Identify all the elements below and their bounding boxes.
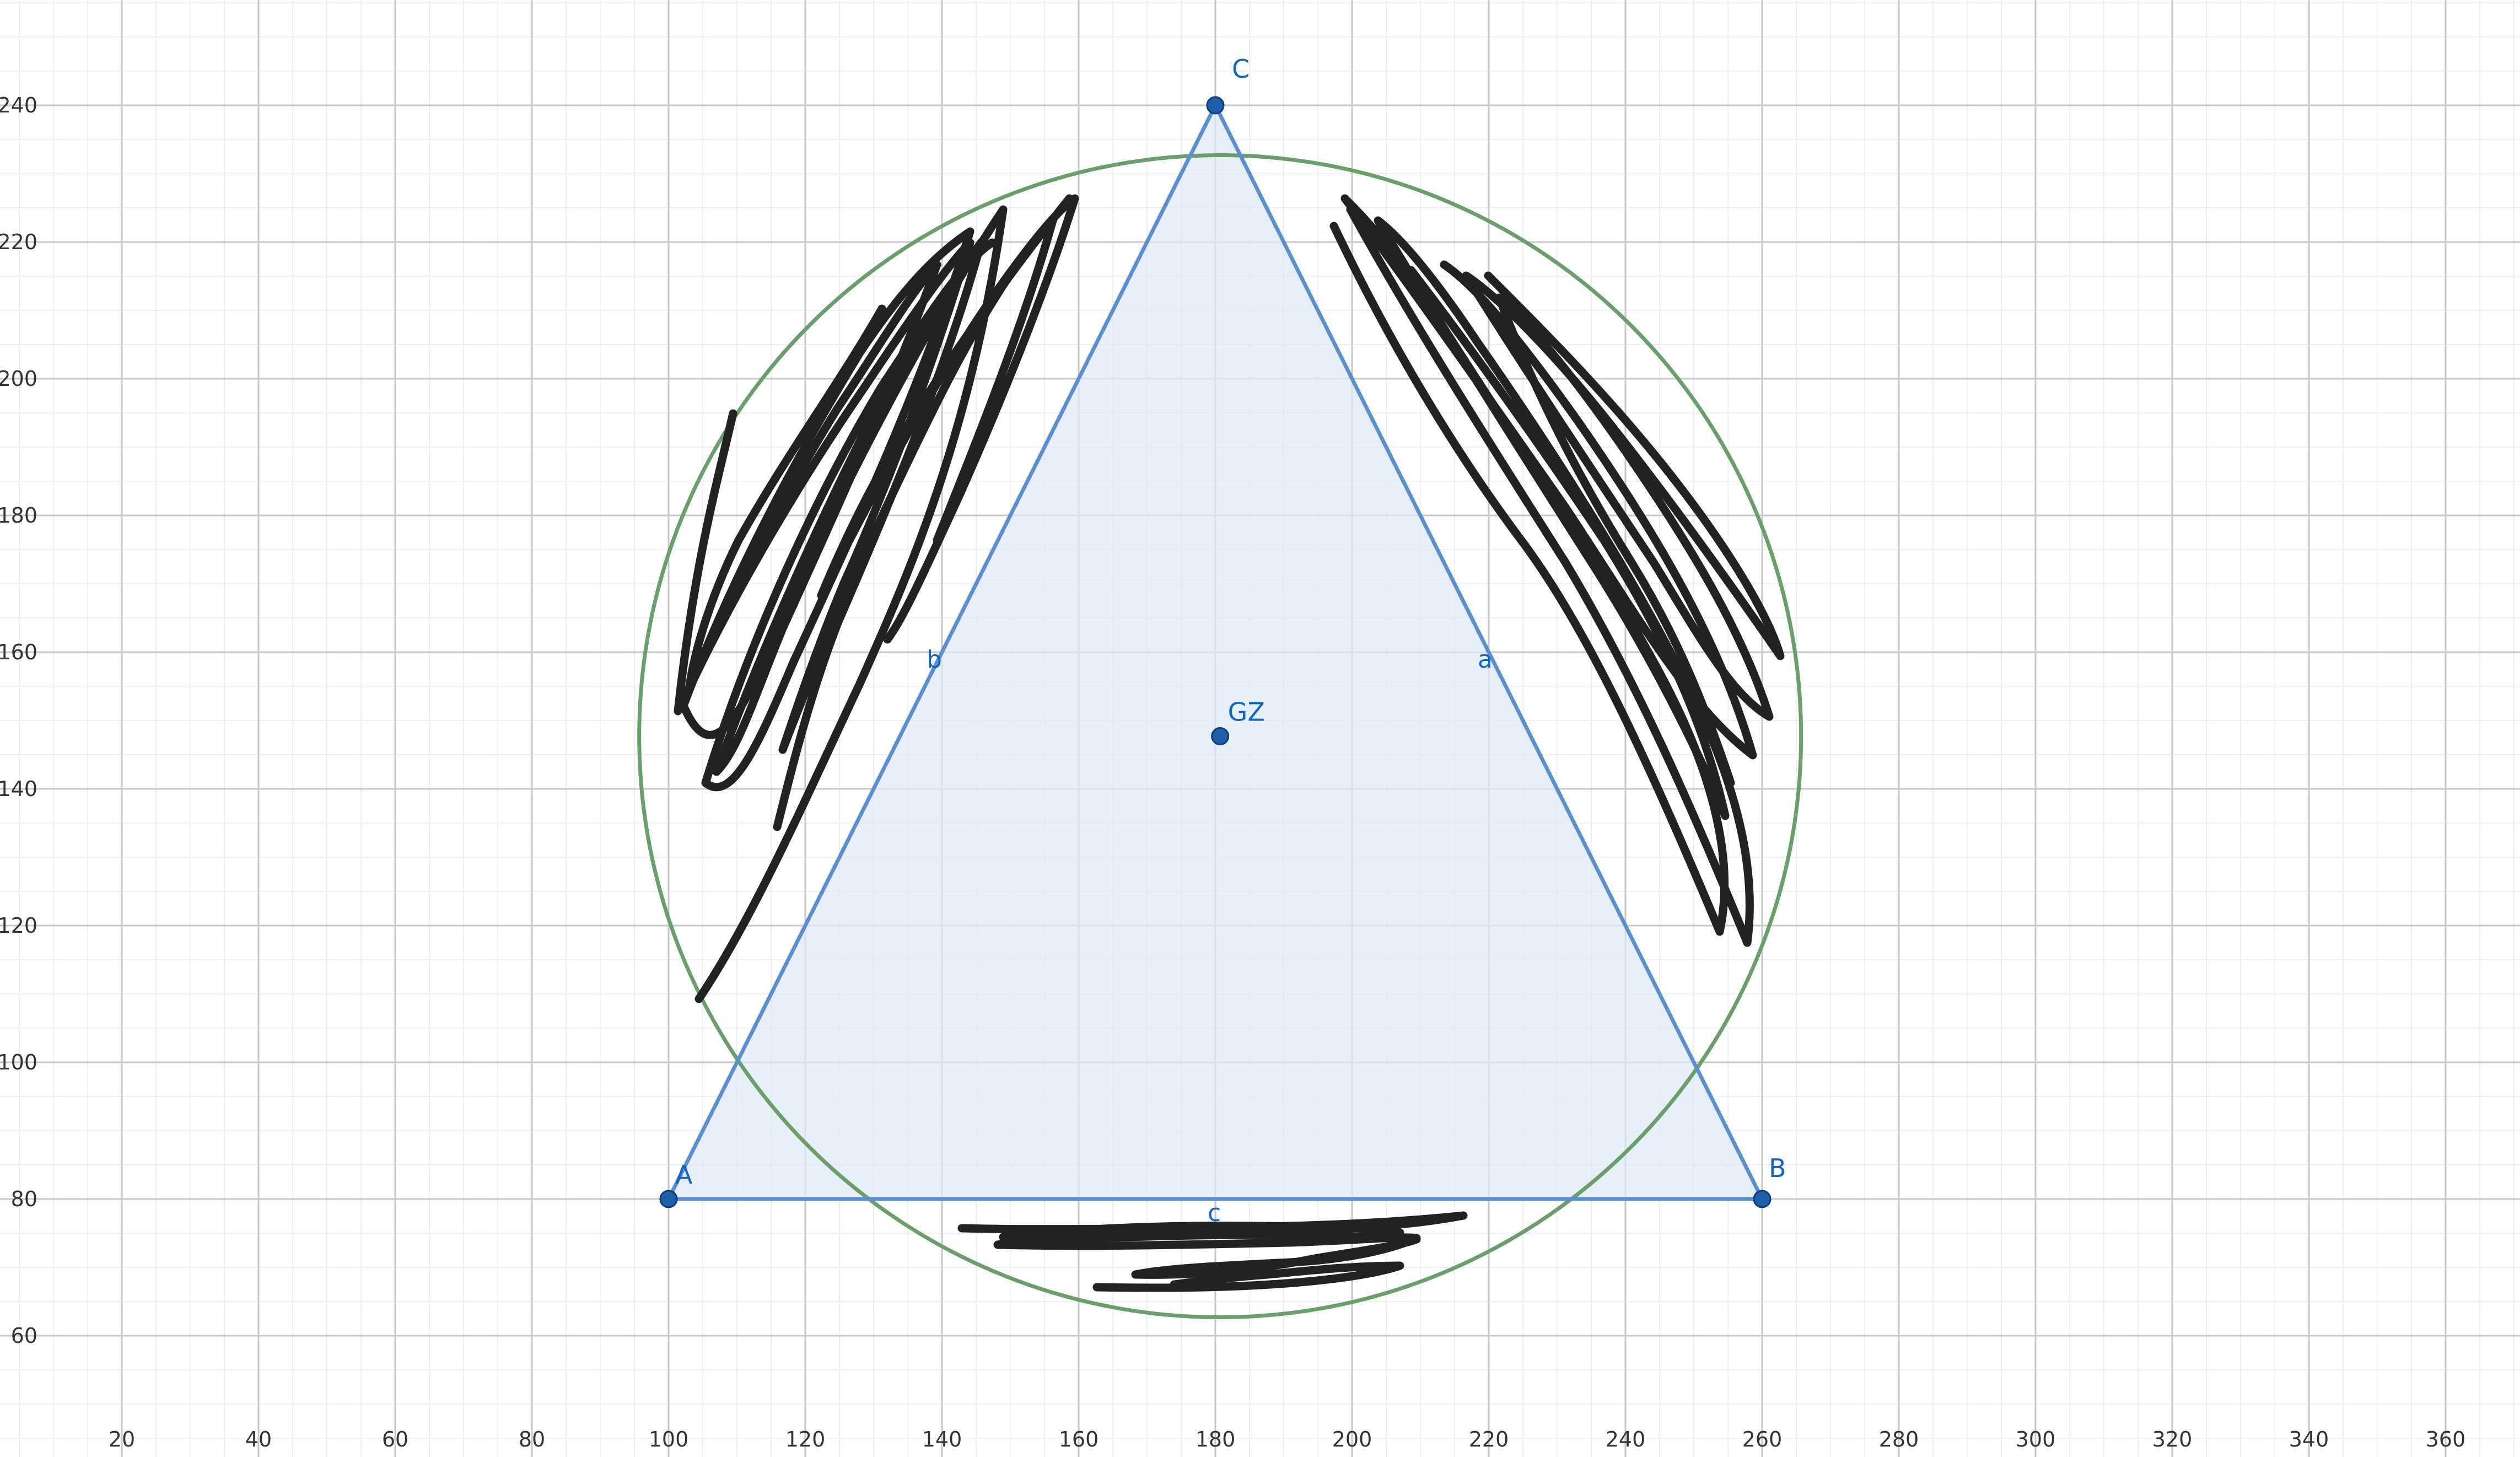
x-tick-label: 100 <box>649 1427 689 1451</box>
scribble-left-4 <box>817 194 1079 644</box>
x-tick-label: 160 <box>1059 1427 1099 1451</box>
x-tick-label: 320 <box>2152 1427 2193 1451</box>
y-tick-label: 240 <box>0 93 37 117</box>
point-gz[interactable] <box>1211 727 1230 746</box>
x-tick-label: 360 <box>2426 1427 2466 1451</box>
point-label-b: B <box>1769 1153 1786 1183</box>
triangle-abc[interactable] <box>669 105 1762 1199</box>
y-tick-label: 60 <box>11 1324 37 1348</box>
x-tick-label: 300 <box>2016 1427 2056 1451</box>
circle[interactable] <box>637 153 1803 1320</box>
x-tick-label: 20 <box>109 1427 135 1451</box>
point-a[interactable] <box>659 1190 678 1208</box>
scribble-bottom <box>957 1211 1468 1279</box>
x-tick-label: 280 <box>1879 1427 1919 1451</box>
scribble-bottom-2 <box>1092 1261 1404 1292</box>
x-tick-label: 120 <box>785 1427 826 1451</box>
pen-scribbles <box>674 194 1785 1292</box>
x-tick-label: 40 <box>245 1427 272 1451</box>
x-tick-label: 340 <box>2289 1427 2329 1451</box>
points-layer <box>659 96 1771 1208</box>
segment-a[interactable] <box>1213 104 1764 1200</box>
point-label-a: A <box>675 1160 693 1190</box>
x-tick-label: 260 <box>1742 1427 1783 1451</box>
scribble-right-3 <box>1462 271 1785 787</box>
y-tick-label: 160 <box>0 640 37 664</box>
y-axis-tick-labels: 60 80 100 120 140 160 180 200 220 240 <box>0 93 37 1348</box>
scribble-left <box>679 205 1008 1003</box>
x-tick-label: 60 <box>382 1427 408 1451</box>
x-tick-label: 220 <box>1469 1427 1509 1451</box>
x-tick-label: 180 <box>1196 1427 1236 1451</box>
y-tick-label: 200 <box>0 367 37 391</box>
point-b[interactable] <box>1753 1190 1771 1208</box>
y-tick-label: 220 <box>0 230 37 254</box>
x-axis-tick-labels: 20 40 60 80 100 120 140 160 180 200 220 240 260 280 30… <box>109 1427 2465 1451</box>
segment-label-b: b <box>927 646 942 674</box>
scribble-right-2 <box>1346 205 1754 947</box>
y-tick-label: 140 <box>0 777 37 801</box>
x-tick-label: 140 <box>922 1427 962 1451</box>
x-tick-label: 240 <box>1606 1427 1646 1451</box>
y-tick-label: 180 <box>0 503 37 528</box>
x-tick-label: 80 <box>519 1427 545 1451</box>
segment-label-a: a <box>1478 646 1493 674</box>
y-tick-label: 120 <box>0 913 37 938</box>
y-tick-label: 80 <box>11 1187 37 1211</box>
point-label-gz: GZ <box>1228 697 1265 727</box>
point-c[interactable] <box>1206 96 1225 115</box>
x-tick-label: 200 <box>1332 1427 1372 1451</box>
y-tick-label: 100 <box>0 1050 37 1074</box>
segment-b[interactable] <box>666 104 1218 1200</box>
point-label-c: C <box>1232 54 1250 84</box>
